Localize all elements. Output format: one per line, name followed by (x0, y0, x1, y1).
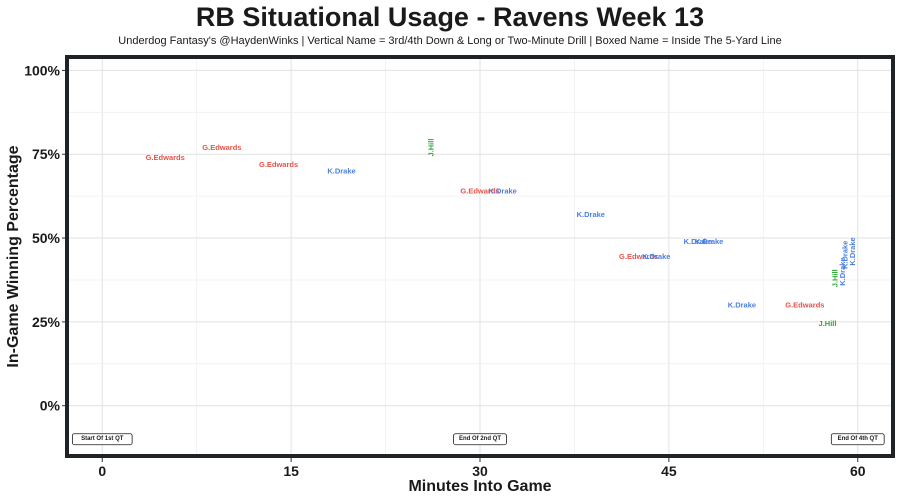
x-tick-label: 45 (661, 463, 677, 479)
annotation-label: End Of 2nd QT (459, 436, 501, 442)
annotation-box (830, 433, 885, 446)
data-point-label: J.Hill (831, 269, 840, 287)
x-axis-ticks: 0 15 30 45 60 (98, 458, 866, 479)
data-point-label: G.Edwards (619, 252, 658, 261)
data-point-label: K.Drake (695, 237, 723, 246)
data-point-label: G.Edwards (259, 160, 298, 169)
chart-title: RB Situational Usage - Ravens Week 13 (195, 2, 705, 32)
data-point-label: K.Drake (577, 210, 605, 219)
plot-panel-border (65, 55, 895, 458)
data-point-label: G.Edwards (785, 301, 824, 310)
annotation-box (453, 433, 507, 446)
y-tick-label: 0% (40, 398, 61, 414)
data-point-label: J.Hill (819, 319, 837, 328)
y-axis-ticks: 0% 25% 50% 75% 100% (24, 62, 65, 414)
y-tick-label: 50% (32, 230, 61, 246)
data-point-label: K.Drake (488, 187, 516, 196)
data-point-label: K.Drake (838, 257, 847, 285)
data-point-label: G.Edwards (202, 143, 241, 152)
y-tick-label: 100% (24, 62, 60, 78)
annotation-label: End Of 4th QT (838, 436, 879, 442)
data-points: G.EdwardsG.EdwardsG.EdwardsK.DrakeJ.Hill… (146, 139, 858, 328)
y-axis-label: In-Game Winning Percentage (5, 145, 22, 367)
data-point-label: G.Edwards (146, 153, 185, 162)
annotation-label: Start Of 1st QT (81, 436, 124, 442)
x-axis-label: Minutes Into Game (408, 478, 551, 495)
x-tick-label: 30 (472, 463, 488, 479)
annotations: Start Of 1st QT End Of 2nd QT End Of 4th Q… (71, 433, 885, 446)
chart-subtitle: Underdog Fantasy's @HaydenWinks | Vertic… (118, 35, 782, 47)
data-point-label: K.Drake (728, 301, 756, 310)
grid (67, 57, 893, 456)
data-point-label: J.Hill (426, 139, 435, 157)
y-tick-label: 75% (32, 146, 61, 162)
data-point-label: K.Drake (684, 237, 712, 246)
annotation-box (71, 433, 133, 446)
data-point-label: K.Drake (327, 167, 355, 176)
data-point-label: K.Drake (848, 237, 857, 265)
data-point-label: K.Drake (841, 241, 850, 269)
x-tick-label: 15 (283, 463, 299, 479)
x-tick-label: 60 (850, 463, 866, 479)
data-point-label: K.Drake (642, 252, 670, 261)
x-tick-label: 0 (98, 463, 106, 479)
data-point-label: G.Edwards (460, 187, 499, 196)
y-tick-label: 25% (32, 314, 61, 330)
